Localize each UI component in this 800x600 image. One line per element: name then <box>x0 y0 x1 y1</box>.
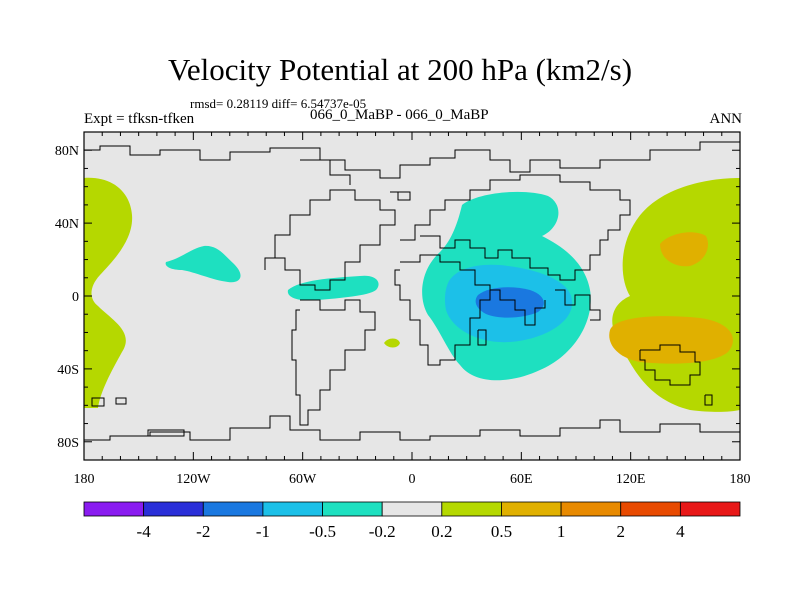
y-tick-label: 80S <box>57 436 79 451</box>
pos-atlantic-spot <box>384 338 400 348</box>
colorbar-label: 2 <box>616 522 625 541</box>
pos-west-pacific-edge <box>84 177 133 408</box>
colorbar-swatch <box>202 501 264 517</box>
x-tick-label: 120W <box>176 472 211 487</box>
chart-title: Velocity Potential at 200 hPa (km2/s) <box>167 52 633 87</box>
pos-west-pacific-north-core <box>660 232 709 267</box>
x-tick-label: 60E <box>510 472 533 487</box>
colorbar-label: -0.5 <box>309 522 336 541</box>
neg-east-pacific-blob <box>165 245 241 283</box>
stats-text: rmsd= 0.28119 diff= 6.54737e-05 <box>190 96 367 111</box>
colorbar-label: -0.2 <box>369 522 396 541</box>
colorbar-label: -1 <box>256 522 270 541</box>
x-tick-label: 180 <box>730 472 751 487</box>
season-label: ANN <box>709 111 743 127</box>
colorbar-swatch <box>441 501 502 517</box>
colorbar-label: 4 <box>676 522 685 541</box>
coastlines <box>84 141 740 441</box>
axis-ticks: 180 120W 60W 0 60E 120E 180 80N 40N 0 40S 80S <box>55 132 751 487</box>
colorbar: -4 -2 -1 -0.5 -0.2 0.2 0.5 1 2 4 <box>83 501 741 541</box>
colorbar-swatch <box>620 501 681 517</box>
colorbar-swatch <box>679 501 741 517</box>
experiment-label: Expt = tfksn-tfken <box>84 111 195 127</box>
y-tick-label: 0 <box>72 290 79 305</box>
colorbar-label: 1 <box>557 522 566 541</box>
colorbar-swatch <box>143 501 204 517</box>
x-tick-label: 180 <box>74 472 95 487</box>
colorbar-swatch <box>322 501 383 517</box>
x-tick-label: 60W <box>289 472 317 487</box>
x-tick-label: 0 <box>409 472 416 487</box>
chart-subtitle: 066_0_MaBP - 066_0_MaBP <box>310 107 489 123</box>
colorbar-swatch <box>560 501 622 517</box>
neg-indian-ocean-core <box>475 287 544 318</box>
y-tick-label: 40S <box>57 363 79 378</box>
colorbar-label: 0.2 <box>431 522 452 541</box>
x-tick-label: 120E <box>616 472 646 487</box>
colorbar-label: -2 <box>196 522 210 541</box>
y-tick-label: 80N <box>55 144 79 159</box>
colorbar-swatch <box>501 501 562 517</box>
colorbar-swatch <box>262 501 323 517</box>
colorbar-label: 0.5 <box>491 522 512 541</box>
neg-atlantic-blob <box>287 275 379 301</box>
pos-west-pacific-south-core <box>609 316 733 364</box>
colorbar-swatch <box>381 501 443 517</box>
y-tick-label: 40N <box>55 217 79 232</box>
colorbar-label: -4 <box>137 522 152 541</box>
colorbar-swatch <box>83 501 145 517</box>
